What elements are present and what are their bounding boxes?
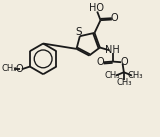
Text: O: O bbox=[120, 57, 128, 67]
Text: CH₃: CH₃ bbox=[2, 64, 17, 73]
Text: NH: NH bbox=[105, 45, 120, 55]
Text: CH₃: CH₃ bbox=[116, 78, 132, 87]
Text: HO: HO bbox=[89, 2, 104, 12]
Text: O: O bbox=[97, 57, 104, 67]
Text: S: S bbox=[76, 27, 83, 37]
Text: CH₃: CH₃ bbox=[105, 71, 120, 80]
Text: O: O bbox=[111, 13, 119, 23]
Text: O: O bbox=[16, 64, 23, 74]
Text: CH₃: CH₃ bbox=[128, 71, 143, 80]
